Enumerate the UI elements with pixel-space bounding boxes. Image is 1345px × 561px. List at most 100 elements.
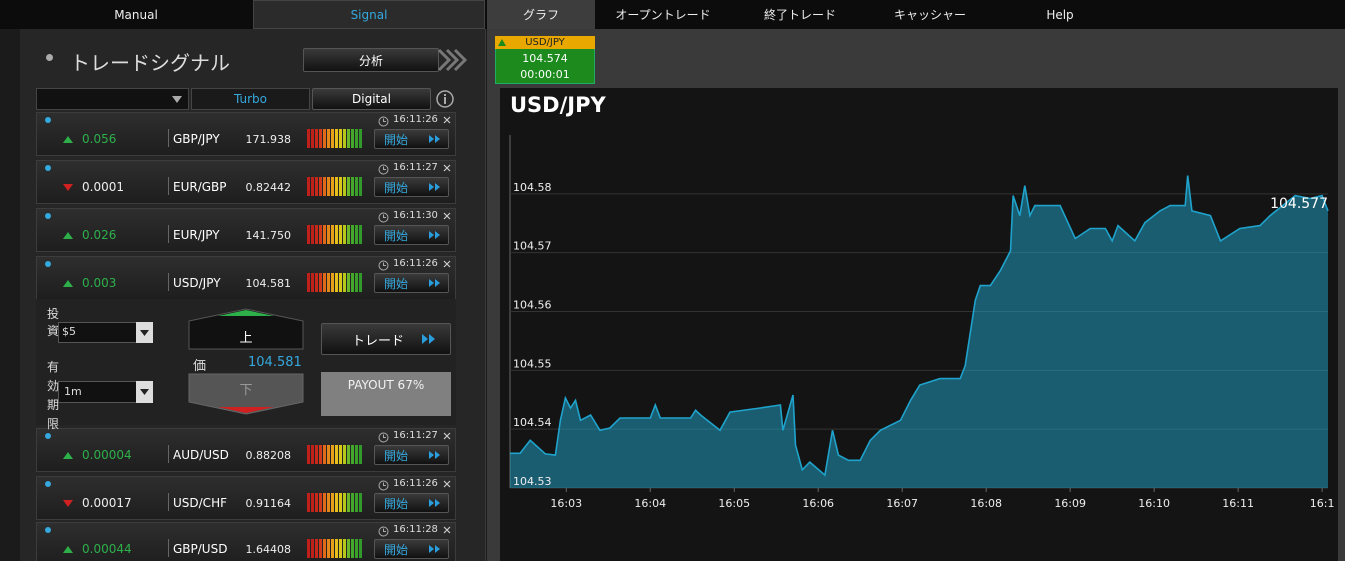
status-dot [45,261,51,267]
clock-face [378,526,389,537]
down-button[interactable]: 下 [239,382,253,398]
close-cross [443,526,451,534]
signal-change: 0.056 [82,132,117,146]
nav-tab[interactable]: キャッシャー [893,8,966,22]
start-arrows [429,135,440,143]
start-arrows [429,499,440,507]
close-icon[interactable] [443,116,451,124]
signal-row: 16:11:30 0.026 EUR/JPY 141.750 開始 [36,208,456,252]
meter-bar [311,129,314,148]
close-cross [443,116,451,124]
meter-bar [343,493,346,512]
start-button[interactable]: 開始 [374,225,449,245]
info-icon[interactable] [434,89,456,109]
signal-row: 16:11:27 0.0001 EUR/GBP 0.82442 開始 [36,160,456,204]
clock-face [378,212,389,223]
meter-bar [319,129,322,148]
status-dot [45,481,51,487]
filter-turbo[interactable]: Turbo [191,88,310,110]
close-icon[interactable] [443,212,451,220]
nav-tab[interactable]: Help [1046,7,1074,22]
nav-tab[interactable]: Signal [253,0,485,29]
clock-hands [383,118,386,122]
meter-bar [323,273,326,292]
meter-bar [319,225,322,244]
price-label: 価 [193,359,207,374]
arrow-shape [63,280,73,287]
meter-bar [335,129,338,148]
clock-hands [383,482,386,486]
start-button[interactable]: 開始 [374,129,449,149]
form-price: 104.581 [248,355,302,370]
up-button-shape[interactable] [188,308,304,350]
meter-bar [351,129,354,148]
select-arrow[interactable] [136,381,153,403]
meter-bar [307,493,310,512]
meter-bar [315,177,318,196]
clock-face [378,116,389,127]
meter-bar [319,273,322,292]
close-icon[interactable] [443,526,451,534]
arrow-shape [63,546,73,553]
status-dot [45,213,51,219]
last-price-label: 104.577 [1270,196,1328,212]
close-cross [443,260,451,268]
signal-change: 0.003 [82,276,117,290]
meter-bar [331,539,334,558]
meter-bar [343,225,346,244]
meter-bar [359,445,362,464]
status-dot [45,165,51,171]
signal-price: 141.750 [245,229,292,242]
meter-bar [311,177,314,196]
select-arrow[interactable] [136,322,153,343]
meter-bar [319,445,322,464]
meter-bar [307,225,310,244]
start-arrows [429,279,440,287]
close-icon[interactable] [443,480,451,488]
filter-digital[interactable]: Digital [312,88,431,110]
investment-label: 投資 [47,307,60,338]
analyze-button[interactable]: 分析 [303,48,439,72]
meter-bar [347,225,350,244]
start-button[interactable]: 開始 [374,177,449,197]
arrow-shape [63,452,73,459]
meter-bar [307,177,310,196]
nav-tab[interactable]: グラフ [487,0,595,29]
ticker-price: 104.574 [522,52,568,65]
meter-bar [351,273,354,292]
close-cross [443,480,451,488]
signal-price: 1.64408 [245,543,292,556]
nav-tab[interactable]: Manual [114,7,158,22]
meter-bar [339,177,342,196]
investment-select[interactable]: $5 [58,322,138,343]
dropdown-arrow [172,96,182,103]
start-button[interactable]: 開始 [374,273,449,293]
down-button-shape[interactable] [188,373,304,415]
up-button[interactable]: 上 [239,330,253,346]
ticker-header [495,36,595,49]
nav-tab[interactable]: 終了トレード [763,8,836,22]
nav-tab[interactable]: オープントレード [615,8,711,22]
arrow-shape [429,135,440,143]
y-tick-label: 104.58 [513,181,552,194]
clock-face [378,480,389,491]
close-icon[interactable] [443,164,451,172]
meter-bar [339,445,342,464]
meter-bar [323,539,326,558]
start-button[interactable]: 開始 [374,493,449,513]
meter-bar [355,273,358,292]
close-icon[interactable] [443,432,451,440]
status-dot [45,117,51,123]
meter-bar [347,129,350,148]
expiry-select[interactable]: 1m [58,381,138,403]
start-button[interactable]: 開始 [374,539,449,559]
meter-bar [359,539,362,558]
filter-dropdown[interactable] [36,88,189,110]
start-arrows [429,231,440,239]
x-tick-label: 16:04 [634,497,666,510]
arrow-shape [429,279,440,287]
meter-bar [315,493,318,512]
start-button[interactable]: 開始 [374,445,449,465]
close-icon[interactable] [443,260,451,268]
up-arrow [63,136,73,143]
